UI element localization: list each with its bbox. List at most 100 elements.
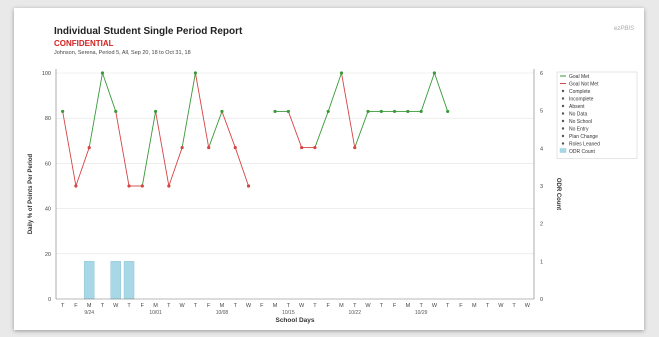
x-tick-label: M <box>220 303 225 309</box>
report-subtitle: Johnson, Serena, Period 5, All, Sep 20, … <box>54 50 191 56</box>
odr-bar <box>110 261 121 300</box>
legend-label: Complete <box>569 89 591 95</box>
series-segment <box>88 72 103 148</box>
data-point <box>114 109 118 114</box>
x-date-label: 10/08 <box>216 310 229 316</box>
gridlines <box>56 72 534 255</box>
y-tick-label: 100 <box>42 71 51 77</box>
axes: 0 20 40 60 80 100 0 1 2 3 4 5 6 T F M T W T F M T W T F M T W F M T W T F… <box>42 69 543 316</box>
x-tick-label: W <box>180 303 186 309</box>
series-segment <box>155 111 170 187</box>
legend-marker <box>561 112 565 115</box>
chart: 0 20 40 60 80 100 0 1 2 3 4 5 6 T F M T W T F M T W T F M T W F M T W T F… <box>28 69 638 324</box>
legend-label: No School <box>569 119 592 125</box>
x-date-label: 9/24 <box>84 310 94 316</box>
x-tick-label: W <box>113 303 119 309</box>
series-segment <box>141 111 157 187</box>
x-tick-label: T <box>446 303 450 309</box>
x-tick-label: F <box>393 303 397 309</box>
data-point <box>326 109 330 114</box>
series-segment <box>314 111 329 148</box>
series-segment <box>102 72 117 112</box>
x-date-label: 10/15 <box>282 310 295 316</box>
legend-label: Plan Change <box>569 134 598 140</box>
data-point <box>419 109 423 114</box>
series-segment <box>194 72 210 148</box>
data-point <box>87 145 91 150</box>
series-segment <box>221 111 236 148</box>
series-segment <box>354 111 369 148</box>
series-segment <box>62 111 77 187</box>
x-date-label: 10/29 <box>415 310 428 316</box>
series-segment <box>208 111 223 148</box>
data-point <box>100 71 105 75</box>
data-point <box>313 145 317 150</box>
x-date-label: 10/22 <box>348 310 361 316</box>
x-tick-label: T <box>380 303 384 309</box>
y2-tick-label: 0 <box>540 297 543 303</box>
x-tick-label: T <box>234 303 238 309</box>
series-segment <box>75 147 90 187</box>
x-tick-label: T <box>101 303 105 309</box>
x-tick-label: M <box>472 303 477 309</box>
series-segment <box>287 111 303 148</box>
data-point <box>366 109 370 114</box>
y-tick-label: 80 <box>45 116 51 122</box>
legend-label: Incomplete <box>569 97 594 103</box>
odr-bars <box>83 261 135 300</box>
x-tick-label: M <box>339 303 344 309</box>
legend-marker <box>561 89 565 93</box>
x-tick-label: W <box>498 303 504 309</box>
x-tick-label: T <box>512 303 516 309</box>
x-tick-label: W <box>365 303 371 309</box>
y2-tick-label: 1 <box>540 259 543 265</box>
x-tick-label: M <box>406 303 411 309</box>
y-tick-label: 0 <box>48 297 51 303</box>
data-point <box>127 184 131 188</box>
data-point <box>193 71 198 75</box>
data-point <box>61 109 65 114</box>
legend-marker <box>561 104 565 108</box>
series-segment <box>420 72 435 112</box>
odr-bar <box>123 261 135 300</box>
x-tick-label: T <box>419 303 423 309</box>
legend-label: No Entry <box>569 127 589 133</box>
data-point <box>180 145 184 150</box>
data-point <box>140 184 144 188</box>
x-date-label: 10/01 <box>149 310 162 316</box>
y2-tick-label: 3 <box>540 184 543 190</box>
x-tick-label: T <box>353 303 357 309</box>
data-point <box>339 71 344 75</box>
data-point <box>432 71 437 75</box>
x-tick-label: T <box>167 303 171 309</box>
data-point <box>446 109 450 114</box>
x-tick-label: W <box>246 303 252 309</box>
y-axis-label: Daily % of Points Per Period <box>28 153 34 234</box>
series-segment <box>181 72 196 148</box>
x-tick-label: F <box>459 303 463 309</box>
x-tick-label: M <box>153 303 158 309</box>
x-tick-label: M <box>273 303 278 309</box>
y-tick-label: 60 <box>45 161 51 167</box>
x-tick-label: W <box>299 303 305 309</box>
x-tick-label: F <box>207 303 211 309</box>
legend-label: Absent <box>569 104 585 110</box>
y-tick-label: 20 <box>45 252 51 258</box>
x-tick-label: F <box>74 303 78 309</box>
data-point <box>246 184 251 188</box>
x-tick-label: T <box>194 303 198 309</box>
legend-marker <box>561 127 565 130</box>
legend-label: Roles Leaned <box>569 142 600 148</box>
y2-tick-label: 2 <box>540 222 543 228</box>
y2-tick-label: 5 <box>540 109 543 115</box>
data-point <box>273 109 277 114</box>
data-point <box>233 145 237 150</box>
series-segment <box>115 111 130 187</box>
data-point <box>379 109 383 114</box>
series-segment <box>341 72 356 148</box>
logo-text: ezPBIS <box>614 26 635 32</box>
data-point <box>286 109 290 114</box>
legend-label: ODR Count <box>569 149 595 155</box>
x-tick-label: F <box>141 303 145 309</box>
